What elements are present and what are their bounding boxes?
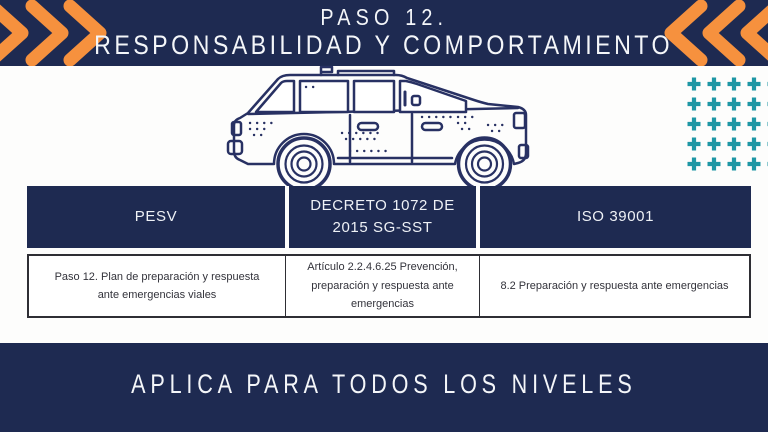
table-cell-iso: 8.2 Preparación y respuesta ante emergen… <box>480 256 749 316</box>
slide-title-step: PASO 12. <box>0 4 768 31</box>
table-cell-decreto-text: Artículo 2.2.4.6.25 Prevención, preparac… <box>307 261 458 311</box>
footer-statement: APLICA PARA TODOS LOS NIVELES <box>0 369 768 400</box>
table-header-row: PESV DECRETO 1072 DE 2015 SG-SST ISO 390… <box>27 186 751 248</box>
footer-banner: APLICA PARA TODOS LOS NIVELES <box>0 343 768 432</box>
header-banner: PASO 12. RESPONSABILIDAD Y COMPORTAMIENT… <box>0 0 768 66</box>
table-body-row: Paso 12. Plan de preparación y respuesta… <box>27 254 751 318</box>
table-cell-pesv-text: Paso 12. Plan de preparación y respuesta… <box>54 270 260 301</box>
table-header-pesv-label: PESV <box>134 207 178 225</box>
table-header-pesv: PESV <box>27 186 285 248</box>
slide-title-step-text: PASO 12. <box>320 4 448 30</box>
slide-title-main: RESPONSABILIDAD Y COMPORTAMIENTO <box>0 30 768 61</box>
suv-car-line-art <box>226 65 530 187</box>
table-cell-iso-text: 8.2 Preparación y respuesta ante emergen… <box>500 279 729 292</box>
table-header-iso-label: ISO 39001 <box>576 207 655 225</box>
table-cell-pesv: Paso 12. Plan de preparación y respuesta… <box>29 256 285 316</box>
table-cell-decreto: Artículo 2.2.4.6.25 Prevención, preparac… <box>285 256 480 316</box>
teal-plus-grid-icon <box>684 74 768 174</box>
triple-chevrons-left-icon <box>664 0 768 66</box>
footer-statement-text: APLICA PARA TODOS LOS NIVELES <box>131 369 637 399</box>
triple-chevrons-right-icon <box>0 0 107 66</box>
table-header-decreto-label: DECRETO 1072 DE 2015 SG-SST <box>310 196 455 237</box>
table-header-decreto: DECRETO 1072 DE 2015 SG-SST <box>285 186 480 248</box>
table-header-iso: ISO 39001 <box>480 186 751 248</box>
slide-title-main-text: RESPONSABILIDAD Y COMPORTAMIENTO <box>94 30 674 60</box>
